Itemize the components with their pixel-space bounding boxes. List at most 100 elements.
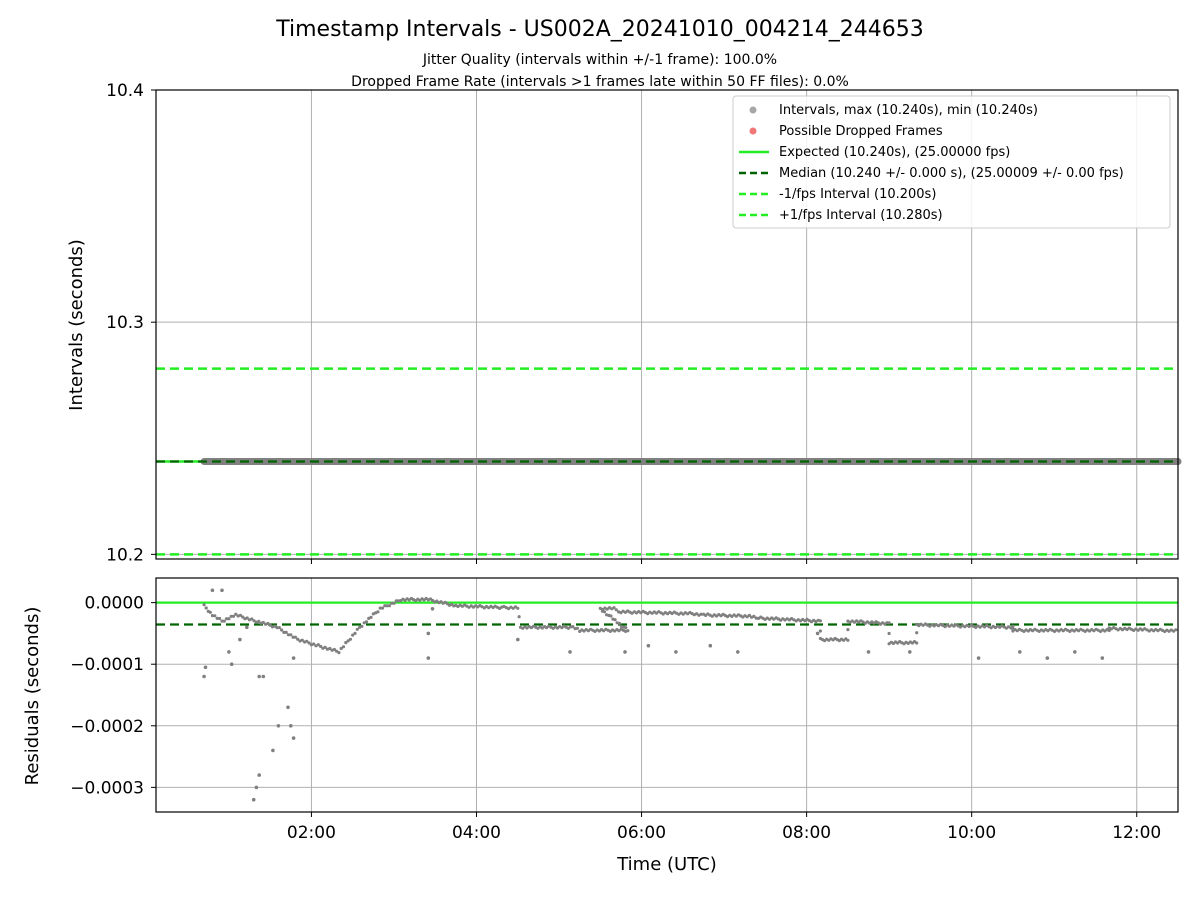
top-y-ticks: 10.2 10.3 10.4: [106, 81, 156, 565]
residual-point: [241, 615, 245, 619]
residual-point: [210, 614, 214, 618]
residual-point: [369, 615, 373, 620]
residual-outlier-point: [1045, 656, 1050, 660]
residual-outlier-point: [430, 607, 435, 611]
bottom-residual-points: [202, 588, 1178, 802]
residual-point: [231, 614, 236, 618]
residual-point: [307, 641, 311, 645]
residual-point: [511, 606, 515, 610]
residual-point: [351, 633, 355, 637]
residual-point: [392, 601, 396, 605]
residual-point: [257, 619, 261, 624]
residual-point: [305, 639, 309, 643]
residual-outlier-point: [646, 643, 651, 648]
bottom-y-tick-label: −0.0001: [70, 655, 144, 675]
residual-outlier-point: [254, 785, 259, 790]
bottom-y-axis-label: Residuals (seconds): [22, 607, 43, 786]
residual-point: [355, 627, 359, 631]
residual-point: [376, 610, 380, 614]
residual-point: [1107, 628, 1111, 633]
legend-marker-dropped: [749, 127, 757, 135]
legend-label-expected: Expected (10.240s), (25.00000 fps): [779, 145, 1010, 160]
residual-outlier-point: [674, 650, 678, 654]
chart-subtitle-jitter: Jitter Quality (intervals within +/-1 fr…: [422, 52, 777, 68]
residual-point: [353, 631, 357, 636]
residual-point: [252, 619, 256, 623]
residual-point: [380, 606, 385, 610]
residual-outlier-point: [426, 656, 431, 660]
bottom-plot-frame: [155, 577, 1179, 813]
bottom-x-tick-label: 12:00: [1112, 823, 1161, 843]
residual-point: [227, 617, 231, 621]
residual-outlier-point: [245, 625, 249, 630]
residual-outlier-point: [976, 656, 981, 660]
bottom-y-tick-label: 0.0000: [85, 594, 144, 614]
residual-point: [752, 614, 756, 619]
legend-label-minus-fps: -1/fps Interval (10.200s): [779, 187, 936, 202]
residual-point: [619, 624, 624, 629]
top-y-tick-label: 10.4: [106, 81, 144, 101]
residual-point: [250, 617, 254, 621]
legend-label-median: Median (10.240 +/- 0.000 s), (25.00009 +…: [779, 166, 1124, 181]
residual-point: [887, 631, 891, 636]
residual-outlier-point: [257, 773, 262, 777]
residual-point: [575, 626, 580, 630]
residual-outlier-point: [1073, 650, 1077, 654]
top-y-axis-label: Intervals (seconds): [66, 239, 87, 411]
residual-outlier-point: [210, 588, 215, 593]
top-y-tick-label: 10.3: [106, 313, 144, 333]
residual-point: [630, 611, 634, 615]
residual-point: [229, 614, 233, 618]
residual-point: [266, 621, 270, 626]
bottom-x-ticks: 02:00 04:00 06:00 08:00 10:00 12:00: [287, 812, 1161, 843]
chart-title: Timestamp Intervals - US002A_20241010_00…: [275, 17, 924, 42]
residual-point: [291, 635, 295, 639]
residual-point: [234, 612, 238, 616]
residual-outlier-point: [426, 631, 431, 636]
residual-outlier-point: [261, 674, 266, 679]
legend-label-intervals: Intervals, max (10.240s), min (10.240s): [779, 103, 1038, 118]
chart-subtitle-dropped: Dropped Frame Rate (intervals >1 frames …: [351, 74, 849, 90]
residual-outlier-point: [203, 665, 208, 670]
residual-point: [300, 638, 304, 642]
residual-point: [341, 645, 346, 649]
residual-point: [378, 606, 382, 610]
residual-outlier-point: [568, 650, 572, 654]
residual-point: [747, 613, 752, 618]
residual-outlier-point: [516, 637, 520, 642]
top-x-ticks: [310, 559, 1138, 564]
residual-point: [286, 633, 291, 637]
top-plot-frame: [155, 89, 1179, 560]
residual-point: [394, 599, 398, 603]
residual-point: [277, 626, 281, 630]
bottom-y-ticks: 0.0000 −0.0001 −0.0002 −0.0003: [70, 594, 156, 798]
residual-outlier-point: [1100, 656, 1105, 660]
residual-point: [282, 630, 286, 635]
residual-point: [202, 603, 206, 607]
residual-point: [208, 610, 212, 614]
residual-point: [335, 649, 339, 653]
top-y-tick-label: 10.2: [106, 545, 144, 565]
residual-point: [344, 641, 348, 645]
residual-point: [275, 626, 279, 630]
residual-outlier-point: [251, 797, 256, 802]
residual-point: [204, 606, 208, 610]
bottom-x-tick-label: 06:00: [617, 823, 666, 843]
residual-outlier-point: [908, 650, 912, 654]
residual-point: [215, 616, 219, 621]
x-axis-label: Time (UTC): [616, 854, 717, 875]
residual-outlier-point: [202, 674, 206, 679]
residual-point: [601, 607, 605, 612]
residual-point: [915, 631, 919, 635]
residual-point: [818, 629, 823, 633]
residual-point: [605, 613, 609, 617]
bottom-x-tick-label: 08:00: [782, 823, 831, 843]
residual-point: [364, 620, 369, 624]
residual-point: [261, 620, 265, 625]
residual-point: [268, 623, 272, 627]
residual-outlier-point: [229, 662, 234, 666]
residual-point: [383, 604, 387, 608]
residual-point: [284, 630, 288, 635]
bottom-x-tick-label: 10:00: [947, 823, 996, 843]
residual-point: [513, 605, 518, 609]
